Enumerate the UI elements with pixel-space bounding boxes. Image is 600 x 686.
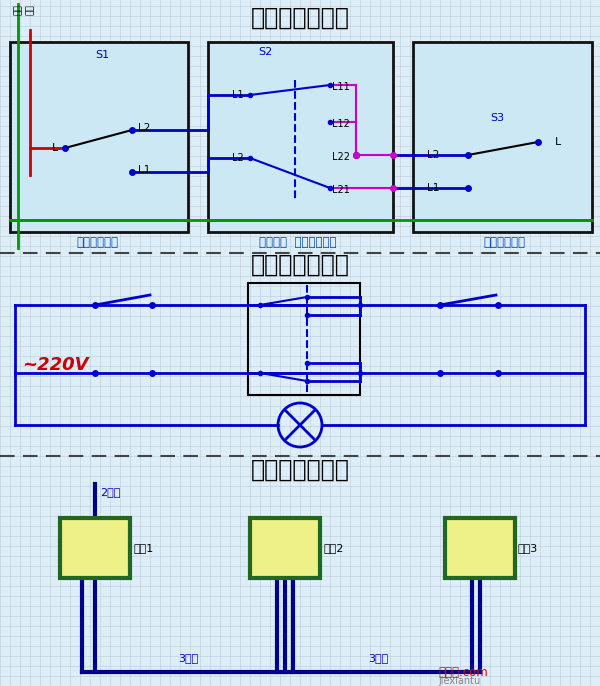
Text: L: L bbox=[555, 137, 561, 147]
Text: 接线图.com: 接线图.com bbox=[438, 667, 488, 680]
Text: L11: L11 bbox=[332, 82, 350, 92]
Text: 2根线: 2根线 bbox=[100, 487, 121, 497]
Text: L2: L2 bbox=[427, 150, 439, 160]
Text: 三控开关布线图: 三控开关布线图 bbox=[251, 458, 349, 482]
Text: 相线: 相线 bbox=[14, 4, 23, 15]
Text: L22: L22 bbox=[332, 152, 350, 162]
Text: S2: S2 bbox=[258, 47, 272, 57]
Text: S3: S3 bbox=[490, 113, 504, 123]
Text: 开兴1: 开兴1 bbox=[133, 543, 153, 553]
Bar bbox=[445, 518, 515, 578]
Text: L1: L1 bbox=[232, 90, 244, 100]
Text: L12: L12 bbox=[332, 119, 350, 129]
Text: L1: L1 bbox=[138, 165, 151, 175]
Text: 单开双控开关: 单开双控开关 bbox=[76, 235, 118, 248]
Text: 3根线: 3根线 bbox=[178, 653, 198, 663]
Text: S1: S1 bbox=[95, 50, 109, 60]
Text: 开兴2: 开兴2 bbox=[323, 543, 343, 553]
Text: L: L bbox=[52, 143, 58, 153]
Text: 开兴3: 开兴3 bbox=[518, 543, 538, 553]
Text: ~220V: ~220V bbox=[22, 356, 89, 374]
Text: 单开双控开关: 单开双控开关 bbox=[483, 235, 525, 248]
Bar bbox=[248, 283, 360, 395]
Text: 三控开关接线图: 三控开关接线图 bbox=[251, 6, 349, 30]
Bar bbox=[250, 518, 320, 578]
Bar bbox=[208, 42, 393, 232]
Text: L2: L2 bbox=[232, 153, 244, 163]
Text: 3根线: 3根线 bbox=[368, 653, 388, 663]
Text: L1: L1 bbox=[427, 183, 439, 193]
Text: 三控开关原理图: 三控开关原理图 bbox=[251, 253, 349, 277]
Bar bbox=[60, 518, 130, 578]
Bar bbox=[413, 42, 592, 232]
Bar bbox=[10, 42, 188, 232]
Text: 火线: 火线 bbox=[25, 4, 35, 15]
Text: L21: L21 bbox=[332, 185, 350, 195]
Text: 中途开关  （三控开关）: 中途开关 （三控开关） bbox=[259, 235, 337, 248]
Text: L2: L2 bbox=[138, 123, 151, 133]
Text: jiexiantu: jiexiantu bbox=[438, 676, 480, 686]
